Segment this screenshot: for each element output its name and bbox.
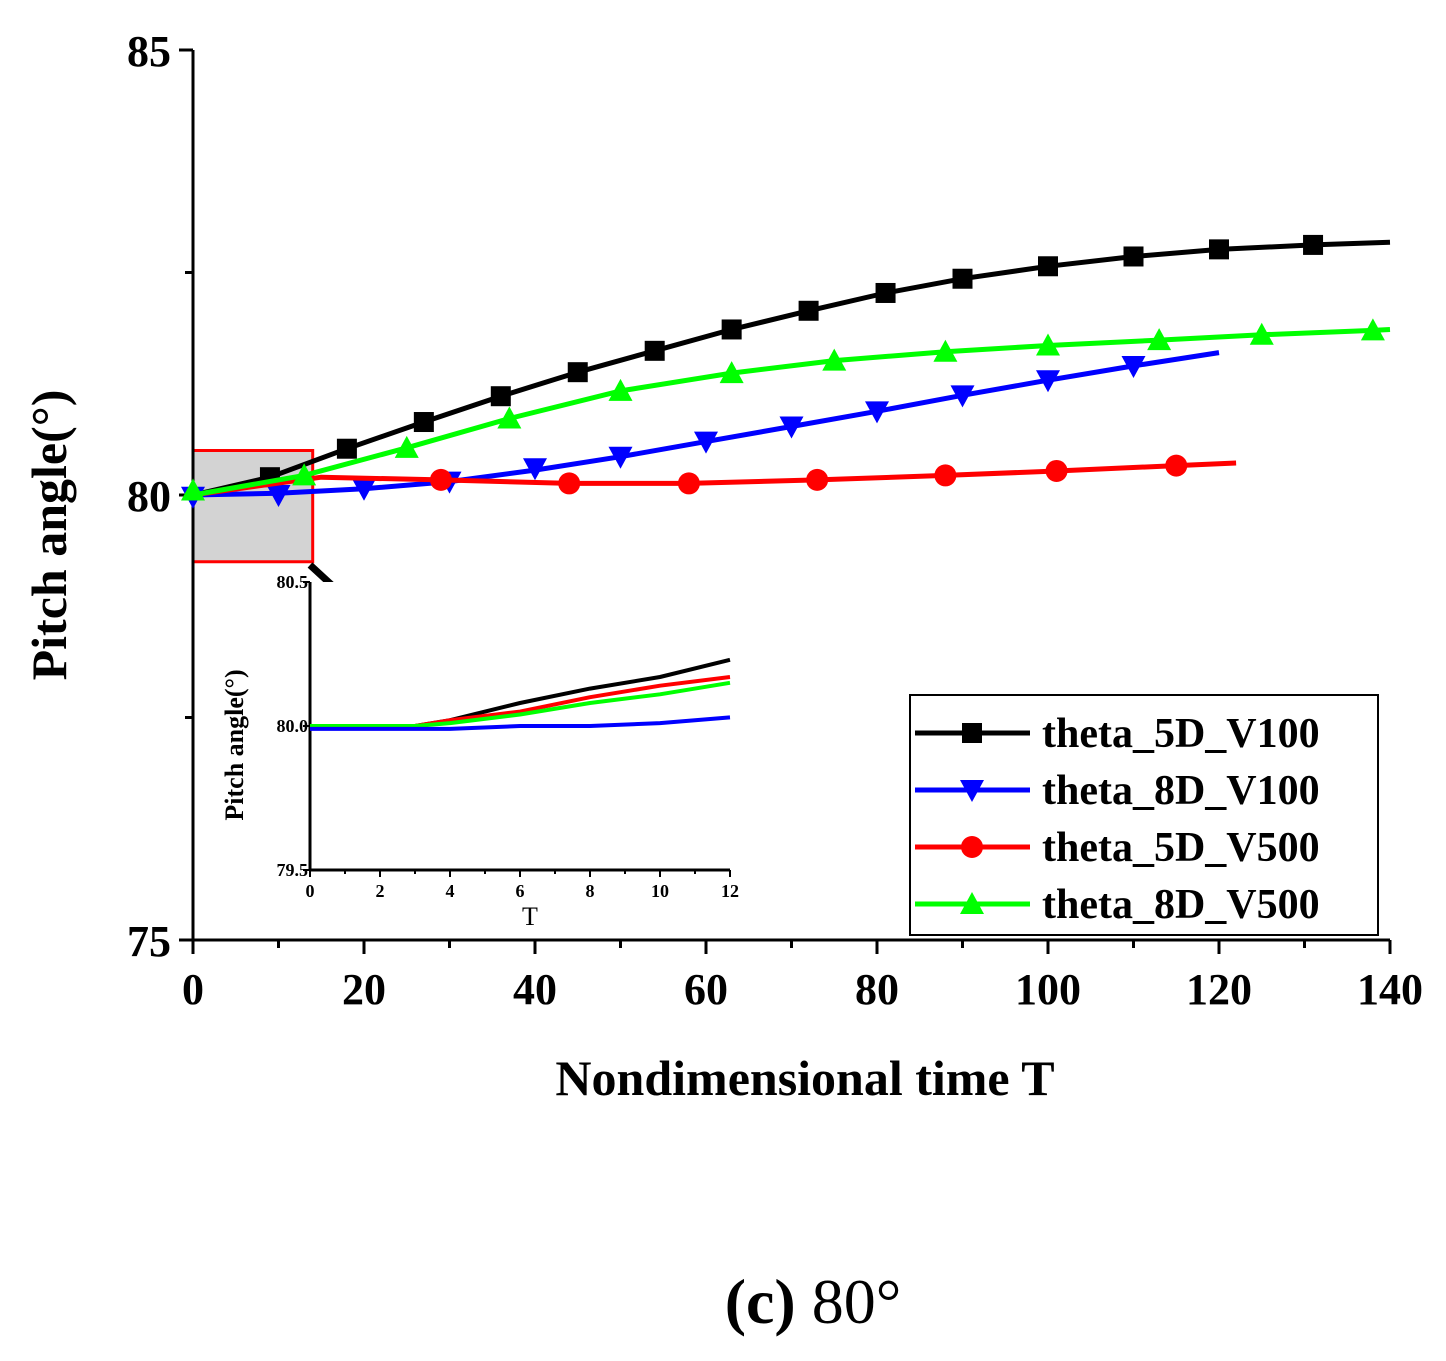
marker-theta-8d-v500: [1360, 318, 1385, 341]
marker-theta-5d-v100: [644, 340, 665, 361]
x-tick-label: 40: [513, 965, 557, 1014]
marker-theta-8d-v500: [719, 361, 744, 384]
inset-y-tick-label: 80.0: [277, 716, 309, 736]
marker-theta-8d-v100: [608, 446, 633, 469]
marker-theta-8d-v100: [1121, 355, 1146, 378]
series-layer: [181, 234, 1391, 509]
marker-theta-8d-v500: [497, 406, 522, 429]
y-tick-label: 85: [127, 27, 171, 76]
marker-theta-5d-v500: [677, 472, 700, 495]
legend: theta_5D_V100 theta_8D_V100 theta_5D_V500t…: [909, 694, 1379, 936]
legend-item-theta-5d-v100: theta_5D_V100: [915, 711, 1320, 757]
marker-theta-5d-v100: [1209, 239, 1229, 260]
y-tick-label: 80: [127, 472, 171, 521]
figure-caption: (c) 80°: [725, 1266, 902, 1337]
legend-swatch-marker: [960, 892, 984, 914]
marker-theta-5d-v500: [934, 464, 957, 487]
inset-x-tick-label: 6: [516, 881, 525, 901]
marker-theta-5d-v500: [429, 468, 452, 491]
legend-item-theta-5d-v500: theta_5D_V500: [915, 825, 1320, 871]
x-tick-label: 80: [855, 965, 899, 1014]
legend-label: theta_5D_V500: [1042, 825, 1320, 871]
inset-series-line-theta-8d-v500: [310, 680, 731, 728]
marker-theta-8d-v100: [266, 485, 291, 507]
marker-theta-5d-v100: [798, 300, 819, 321]
inset-x-tick-label: 12: [721, 881, 739, 901]
legend-item-theta-8d-v100: theta_8D_V100: [915, 768, 1320, 814]
inset-x-tick-label: 0: [306, 881, 315, 901]
inset-x-ticks: 0 2 4 6 8 10 12: [306, 870, 739, 901]
marker-theta-8d-v100: [865, 401, 889, 424]
x-tick-label: 0: [182, 965, 204, 1014]
inset-series-layer: [310, 657, 731, 731]
marker-theta-8d-v100: [523, 458, 547, 481]
marker-theta-5d-v100: [490, 386, 511, 407]
marker-theta-5d-v100: [875, 282, 896, 303]
inset-x-tick-label: 8: [586, 881, 595, 901]
marker-theta-8d-v500: [1147, 328, 1172, 351]
marker-theta-8d-v100: [1036, 370, 1060, 393]
marker-theta-5d-v100: [1303, 234, 1324, 255]
legend-swatch-marker: [962, 723, 982, 743]
marker-theta-5d-v500: [558, 472, 581, 495]
marker-theta-5d-v100: [1038, 256, 1058, 277]
marker-theta-5d-v100: [721, 319, 742, 340]
x-tick-label: 140: [1357, 965, 1423, 1014]
inset-x-tick-label: 10: [651, 881, 669, 901]
x-tick-label: 120: [1186, 965, 1252, 1014]
marker-theta-8d-v500: [1036, 333, 1060, 356]
marker-theta-5d-v500: [1045, 459, 1068, 482]
marker-theta-8d-v500: [822, 348, 847, 371]
y-axis-title: Pitch angle(°): [21, 390, 77, 681]
series-line-theta-5d-v100: [192, 239, 1391, 498]
marker-theta-8d-v500: [394, 435, 419, 458]
marker-theta-8d-v100: [950, 385, 975, 408]
marker-theta-8d-v100: [779, 416, 804, 439]
inset-y-tick-label: 79.5: [277, 860, 309, 880]
marker-theta-8d-v500: [608, 378, 633, 401]
x-axis-title: Nondimensional time T: [555, 1050, 1054, 1106]
marker-theta-8d-v100: [694, 431, 718, 454]
legend-swatch-marker: [960, 780, 984, 802]
inset-plot: 0 2 4 6 8 10 12 79.5 80.0 80.5 T Pitch angle(°): [220, 572, 739, 931]
marker-theta-8d-v500: [1249, 322, 1274, 345]
marker-theta-5d-v100: [1123, 246, 1144, 267]
y-ticks: 75 80 85: [127, 27, 193, 966]
inset-y-ticks: 79.5 80.0 80.5: [277, 572, 310, 880]
series-line-theta-5d-v500: [192, 460, 1237, 498]
marker-theta-5d-v100: [567, 362, 588, 383]
legend-swatch-marker: [961, 836, 983, 858]
legend-label: theta_5D_V100: [1042, 711, 1320, 757]
caption-label: (c): [725, 1266, 796, 1337]
marker-theta-5d-v100: [413, 412, 434, 433]
inset-series-line-theta-8d-v100: [310, 715, 731, 731]
marker-theta-8d-v500: [292, 463, 317, 486]
x-tick-label: 100: [1015, 965, 1081, 1014]
inset-x-tick-label: 4: [446, 881, 455, 901]
marker-theta-5d-v100: [952, 268, 973, 289]
x-ticks: 0 20 40 60 80 100 120 140: [182, 940, 1423, 1014]
marker-theta-5d-v500: [1165, 454, 1188, 477]
marker-theta-8d-v100: [352, 478, 376, 501]
inset-x-axis-title: T: [522, 902, 538, 931]
x-tick-label: 60: [684, 965, 728, 1014]
marker-theta-5d-v500: [806, 468, 829, 491]
y-tick-label: 75: [127, 917, 171, 966]
caption-value: 80°: [812, 1266, 902, 1337]
inset-x-tick-label: 2: [376, 881, 385, 901]
inset-y-axis-title: Pitch angle(°): [220, 669, 249, 820]
x-tick-label: 20: [342, 965, 386, 1014]
legend-label: theta_8D_V100: [1042, 768, 1320, 814]
marker-theta-8d-v500: [181, 478, 205, 501]
inset-y-tick-label: 80.5: [277, 572, 309, 592]
marker-theta-8d-v500: [933, 339, 958, 362]
marker-theta-5d-v100: [336, 438, 357, 459]
legend-label: theta_8D_V500: [1042, 882, 1320, 928]
legend-item-theta-8d-v500: theta_8D_V500: [915, 882, 1320, 928]
